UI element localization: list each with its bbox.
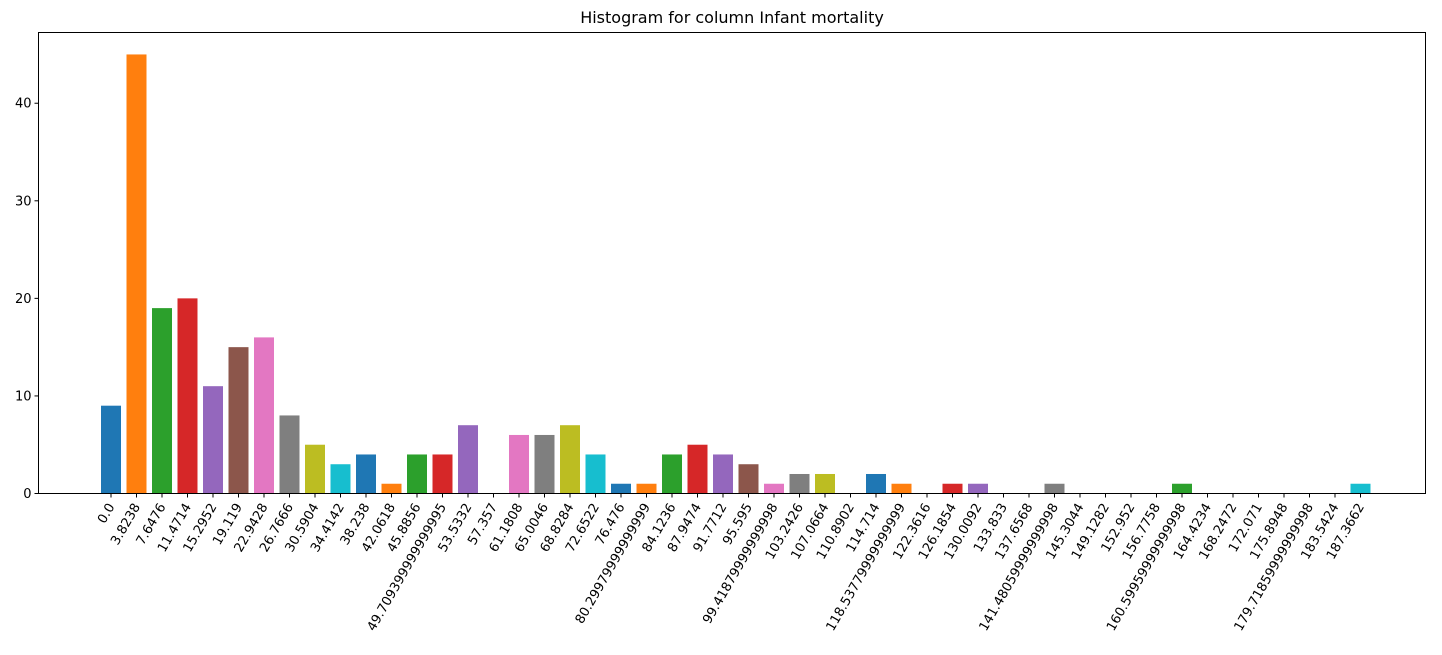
bar-14 [458, 425, 478, 494]
bar-2 [152, 308, 172, 494]
x-tick-label-0: 0.0 [95, 501, 118, 526]
bar-1 [126, 54, 147, 494]
y-tick-label-1: 10 [15, 389, 32, 404]
bar-25 [738, 464, 759, 494]
bar-9 [330, 464, 351, 494]
bar-19 [585, 454, 606, 494]
bar-23 [687, 444, 708, 494]
bar-11 [381, 483, 402, 494]
bar-12 [407, 454, 427, 494]
bar-0 [101, 405, 121, 494]
bar-20 [611, 483, 631, 494]
bar-6 [254, 337, 274, 494]
bar-37 [1044, 483, 1065, 494]
bar-27 [789, 473, 810, 494]
bar-7 [279, 415, 300, 494]
y-tick-label-0: 0 [23, 487, 31, 502]
bar-8 [305, 444, 325, 494]
bar-21 [636, 483, 657, 494]
x-axis: 0.03.82387.647611.471415.295219.11922.94… [95, 493, 1368, 634]
bar-22 [662, 454, 682, 494]
bar-18 [560, 425, 580, 494]
chart-title: Histogram for column Infant mortality [580, 8, 884, 27]
bars-group [101, 54, 1371, 494]
bar-42 [1172, 483, 1192, 494]
bar-31 [891, 483, 912, 494]
bar-24 [713, 454, 733, 494]
bar-16 [509, 434, 529, 494]
bar-13 [432, 454, 453, 494]
bar-30 [866, 473, 886, 494]
bar-3 [177, 298, 198, 494]
bar-49 [1350, 483, 1371, 494]
y-tick-label-3: 30 [15, 194, 32, 209]
bar-5 [228, 347, 249, 494]
bar-17 [534, 434, 555, 494]
y-axis: 0 10 20 30 40 [15, 97, 39, 502]
bar-34 [968, 483, 988, 494]
bar-4 [203, 386, 223, 494]
plot-frame [38, 32, 1426, 494]
y-tick-label-4: 40 [15, 97, 32, 112]
bar-33 [942, 483, 963, 494]
y-tick-label-2: 20 [15, 292, 32, 307]
bar-28 [815, 473, 835, 494]
bar-26 [764, 483, 784, 494]
bar-10 [356, 454, 376, 494]
